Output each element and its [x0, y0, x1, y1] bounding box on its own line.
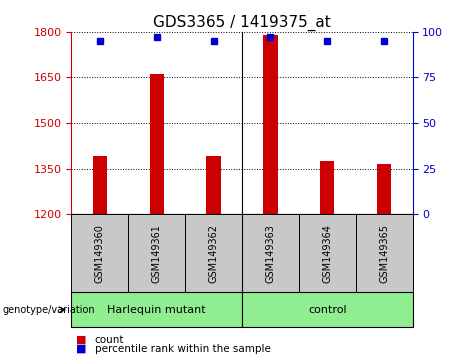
Bar [320, 161, 334, 214]
Text: GSM149363: GSM149363 [266, 224, 276, 282]
Text: GSM149364: GSM149364 [322, 224, 332, 282]
Bar [356, 214, 413, 292]
Text: genotype/variation: genotype/variation [2, 305, 95, 315]
Text: percentile rank within the sample: percentile rank within the sample [95, 344, 271, 354]
Text: ■: ■ [76, 335, 87, 345]
Bar [93, 156, 107, 214]
Text: GSM149362: GSM149362 [208, 224, 219, 282]
Text: count: count [95, 335, 124, 345]
Text: Harlequin mutant: Harlequin mutant [107, 305, 206, 315]
Text: GSM149361: GSM149361 [152, 224, 162, 282]
Bar [150, 74, 164, 214]
Bar [242, 292, 413, 327]
Title: GDS3365 / 1419375_at: GDS3365 / 1419375_at [153, 14, 331, 30]
Bar [377, 164, 391, 214]
Bar [242, 214, 299, 292]
Bar [185, 214, 242, 292]
Bar [128, 214, 185, 292]
Bar [263, 35, 278, 214]
Text: control: control [308, 305, 347, 315]
Text: GSM149360: GSM149360 [95, 224, 105, 282]
Bar [299, 214, 356, 292]
Bar [71, 292, 242, 327]
Text: GSM149365: GSM149365 [379, 224, 389, 282]
Text: ■: ■ [76, 344, 87, 354]
Bar [71, 214, 128, 292]
Bar [207, 156, 221, 214]
